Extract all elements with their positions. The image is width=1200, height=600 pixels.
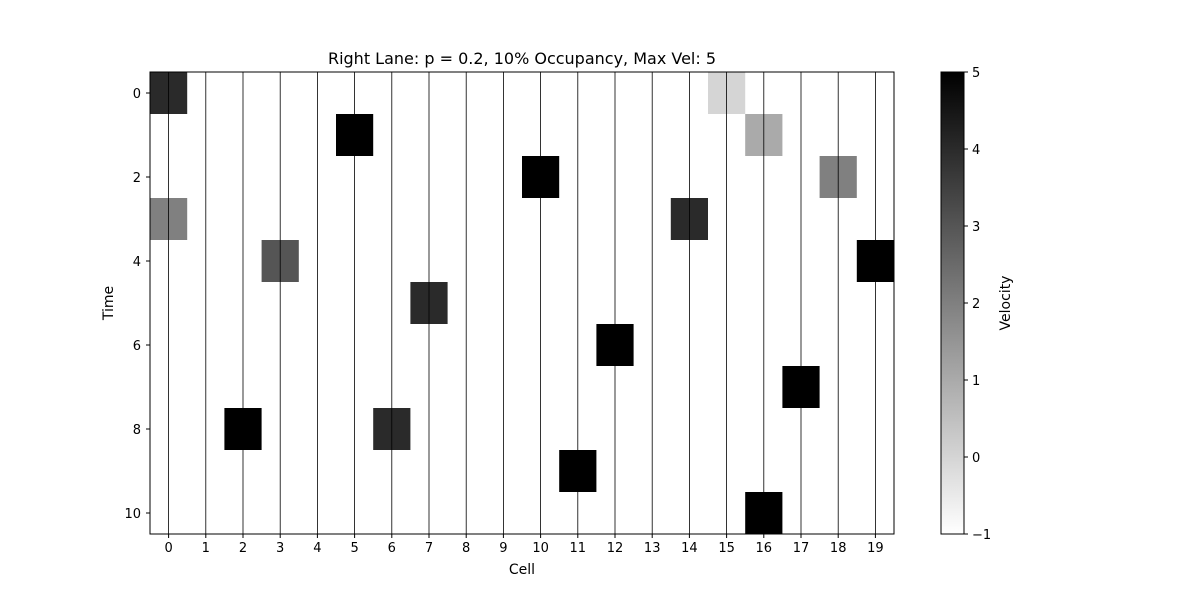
x-axis-label: Cell xyxy=(509,562,535,578)
x-tick-label: 3 xyxy=(276,541,284,556)
colorbar-tick-label: 3 xyxy=(972,220,980,235)
x-tick-label: 18 xyxy=(830,541,847,556)
x-tick-label: 13 xyxy=(644,541,661,556)
x-tick-label: 0 xyxy=(164,541,172,556)
colorbar: −1 0 1 2 3 4 5 xyxy=(940,66,991,543)
chart-title: Right Lane: p = 0.2, 10% Occupancy, Max … xyxy=(328,49,716,68)
colorbar-tick-label: −1 xyxy=(972,528,991,543)
x-tick-label: 15 xyxy=(718,541,735,556)
colorbar-label: Velocity xyxy=(998,276,1014,331)
x-tick-label: 8 xyxy=(462,541,470,556)
y-tick-label: 0 xyxy=(133,87,141,102)
plot-frame xyxy=(149,71,895,535)
colorbar-tick-label: 1 xyxy=(972,374,980,389)
x-tick-label: 19 xyxy=(867,541,884,556)
y-tick-label: 8 xyxy=(133,423,141,438)
x-tick-label: 7 xyxy=(425,541,433,556)
x-tick-label: 14 xyxy=(681,541,698,556)
y-tick-label: 6 xyxy=(133,339,141,354)
x-tick-label: 6 xyxy=(388,541,396,556)
colorbar-tick-label: 0 xyxy=(972,451,980,466)
colorbar-tick-label: 4 xyxy=(972,143,980,158)
x-tick-label: 5 xyxy=(350,541,358,556)
colorbar-tick-label: 5 xyxy=(972,66,980,81)
x-tick-label: 4 xyxy=(313,541,321,556)
x-tick-label: 10 xyxy=(532,541,549,556)
y-tick-label: 2 xyxy=(133,171,141,186)
x-tick-label: 16 xyxy=(756,541,773,556)
x-tick-label: 17 xyxy=(793,541,810,556)
x-tick-label: 1 xyxy=(202,541,210,556)
colorbar-tick-label: 2 xyxy=(972,297,980,312)
x-tick-label: 9 xyxy=(499,541,507,556)
y-tick-label: 4 xyxy=(133,255,141,270)
y-axis-label: Time xyxy=(101,286,117,321)
colorbar-gradient xyxy=(940,71,965,535)
x-tick-label: 11 xyxy=(570,541,587,556)
x-tick-label: 2 xyxy=(239,541,247,556)
x-tick-label: 12 xyxy=(607,541,624,556)
y-tick-label: 10 xyxy=(124,507,141,522)
